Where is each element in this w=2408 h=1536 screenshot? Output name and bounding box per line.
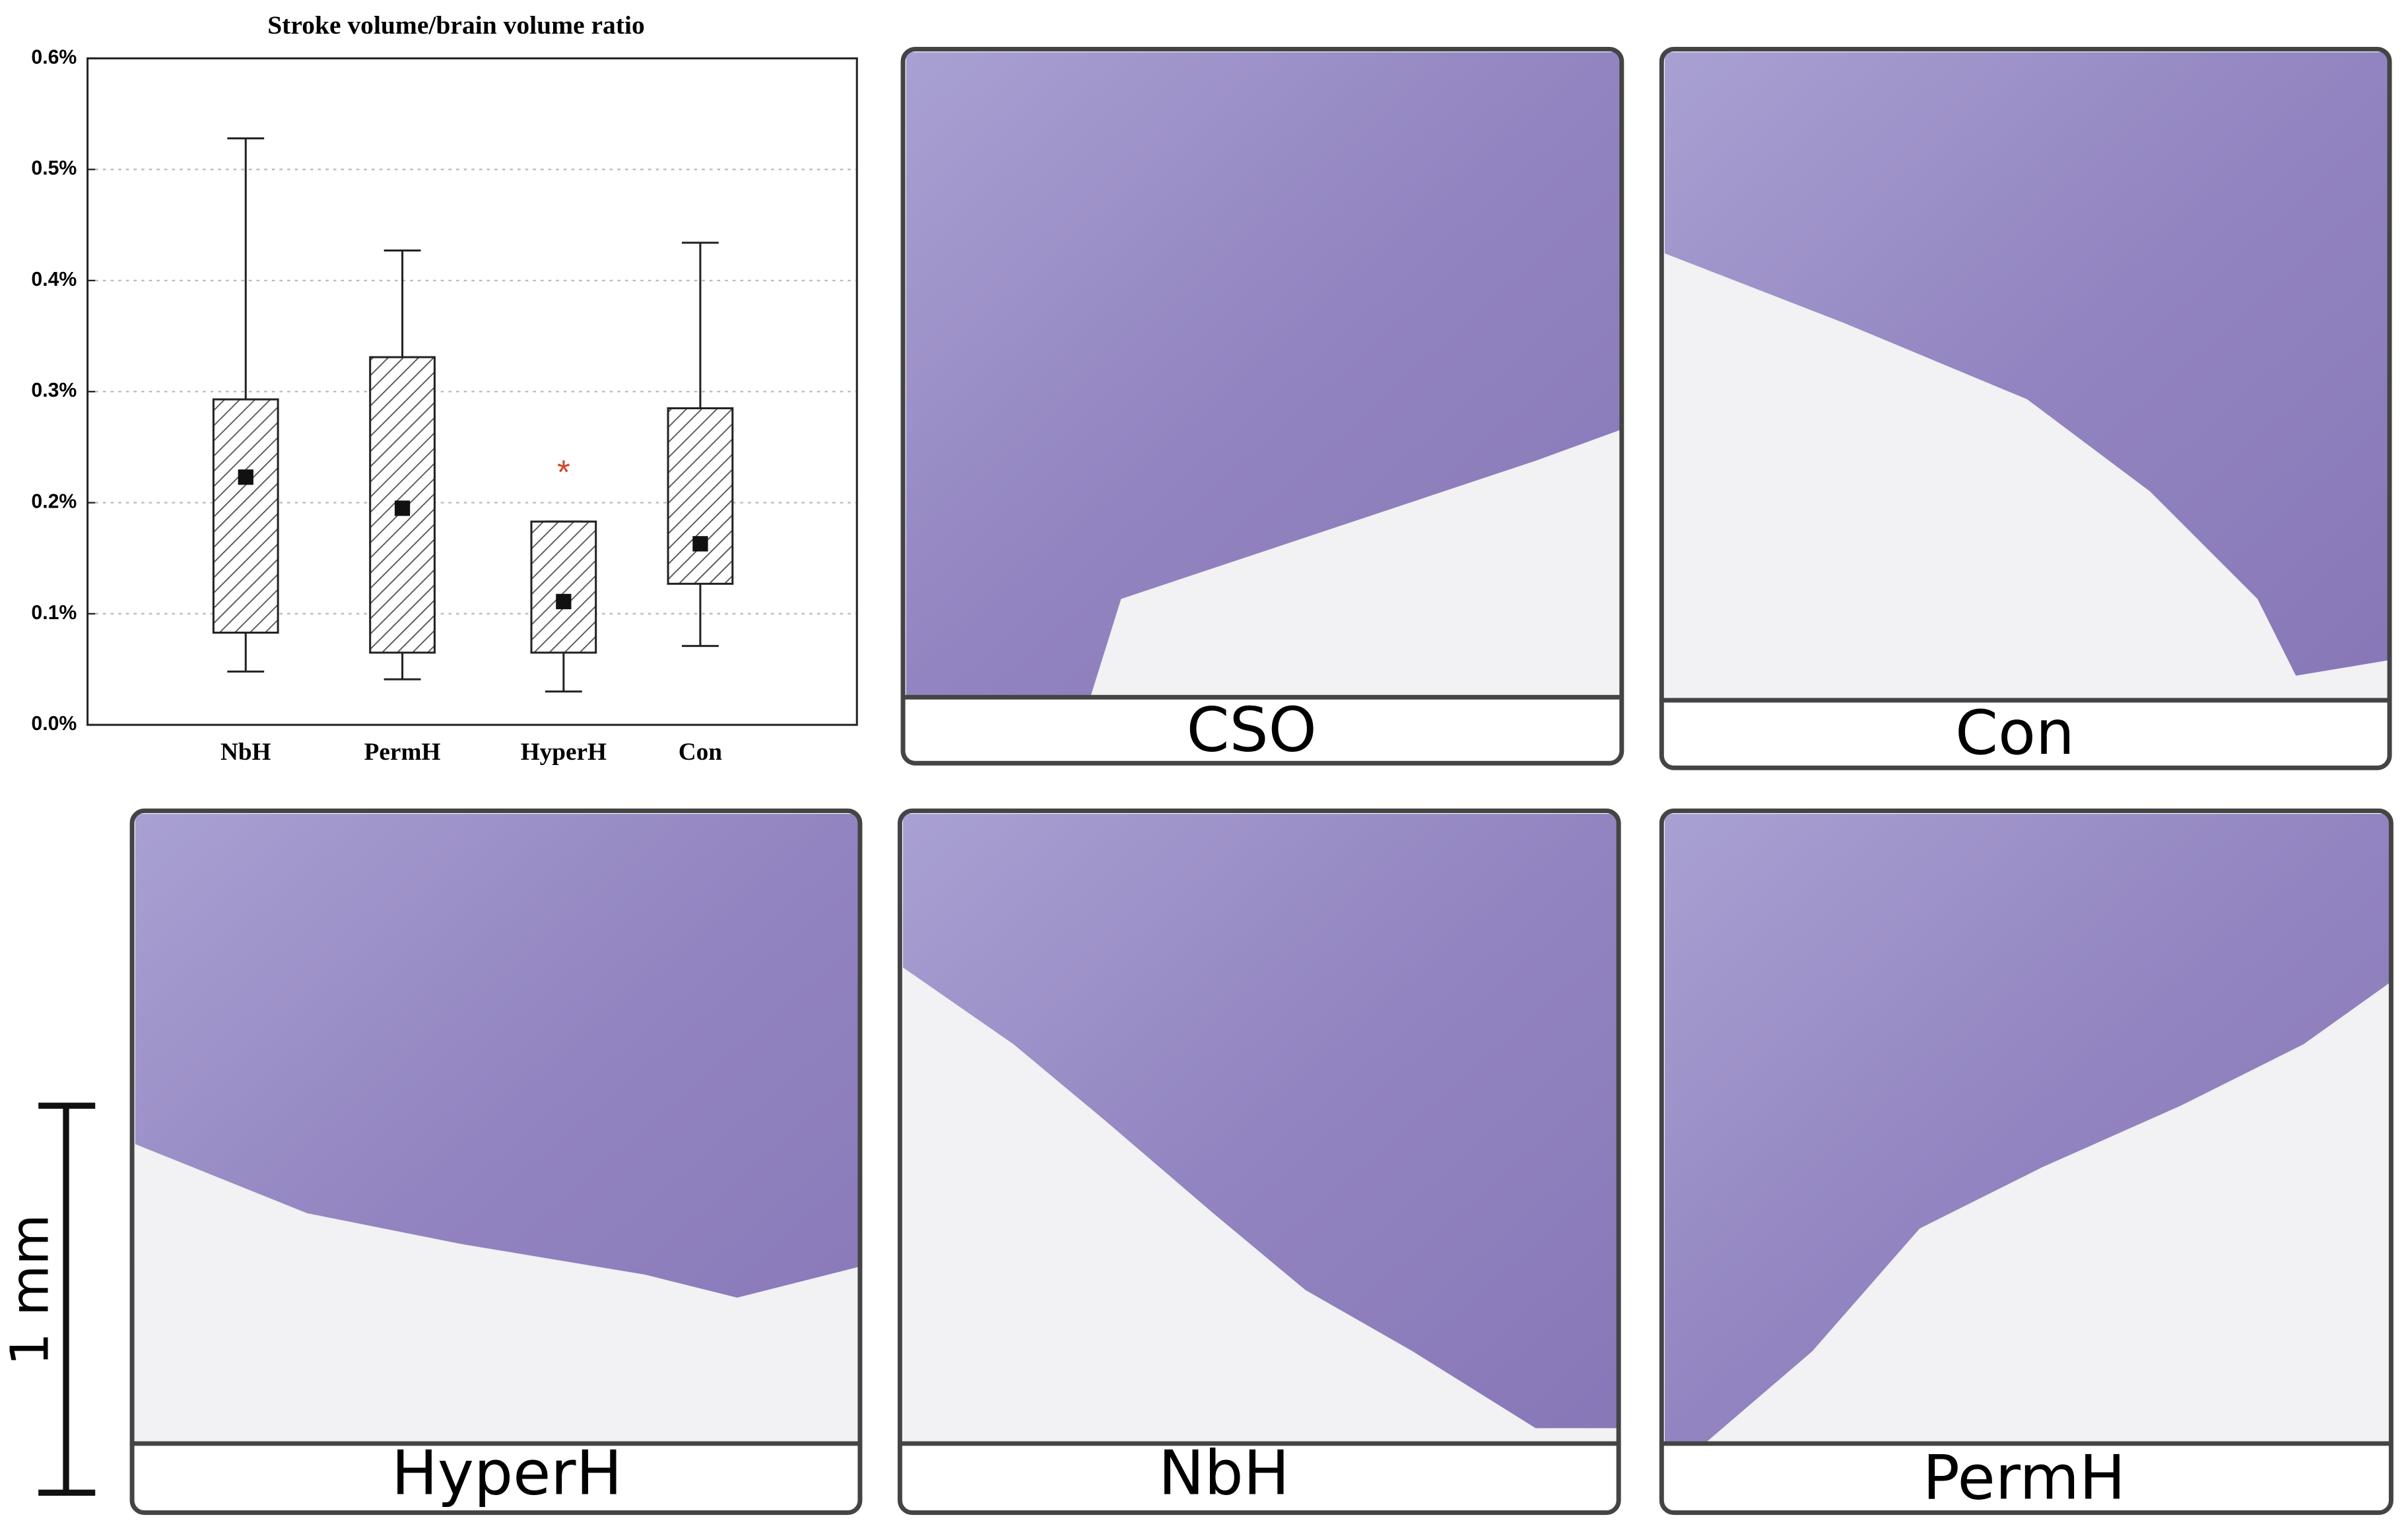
panel-con: Con (1659, 46, 2392, 770)
y-tick-label: 0.5% (31, 158, 77, 180)
box (369, 356, 436, 654)
box (667, 407, 734, 585)
x-tick-label: Con (679, 739, 722, 766)
center-point (394, 500, 411, 516)
center-point (692, 536, 708, 552)
panel-label: CSO (1186, 694, 1316, 765)
y-tick-label: 0.0% (31, 713, 77, 735)
panel-cso: CSO (900, 46, 1624, 766)
box (530, 520, 597, 654)
y-tick-label: 0.4% (31, 269, 77, 290)
y-tick-label: 0.6% (31, 46, 77, 68)
panel-label: NbH (1158, 1438, 1290, 1509)
panel-permh: PermH (1659, 808, 2393, 1516)
x-tick-label: HyperH (521, 739, 607, 766)
y-tick-label: 0.2% (31, 491, 77, 513)
plot-frame (86, 57, 858, 726)
scale-bar: 1 mm (0, 1102, 96, 1496)
y-tick-label: 0.1% (31, 602, 77, 624)
panel-label: PermH (1923, 1442, 2125, 1513)
panel-nbh: NbH (897, 808, 1621, 1516)
x-tick-label: PermH (364, 739, 441, 766)
x-tick-label: NbH (220, 739, 271, 766)
y-tick-label: 0.3% (31, 380, 77, 401)
chart-title: Stroke volume/brain volume ratio (267, 11, 645, 40)
panel-label: Con (1955, 697, 2075, 768)
significance-marker: * (557, 453, 570, 490)
chart: Stroke volume/brain volume ratio 0.0% 0.1… (31, 11, 858, 766)
center-point (556, 593, 572, 609)
box (212, 398, 279, 634)
panel-hyperh: HyperH (129, 808, 863, 1516)
panel-label: HyperH (391, 1438, 622, 1509)
scale-bar-label: 1 mm (0, 1215, 61, 1366)
center-point (238, 469, 253, 485)
